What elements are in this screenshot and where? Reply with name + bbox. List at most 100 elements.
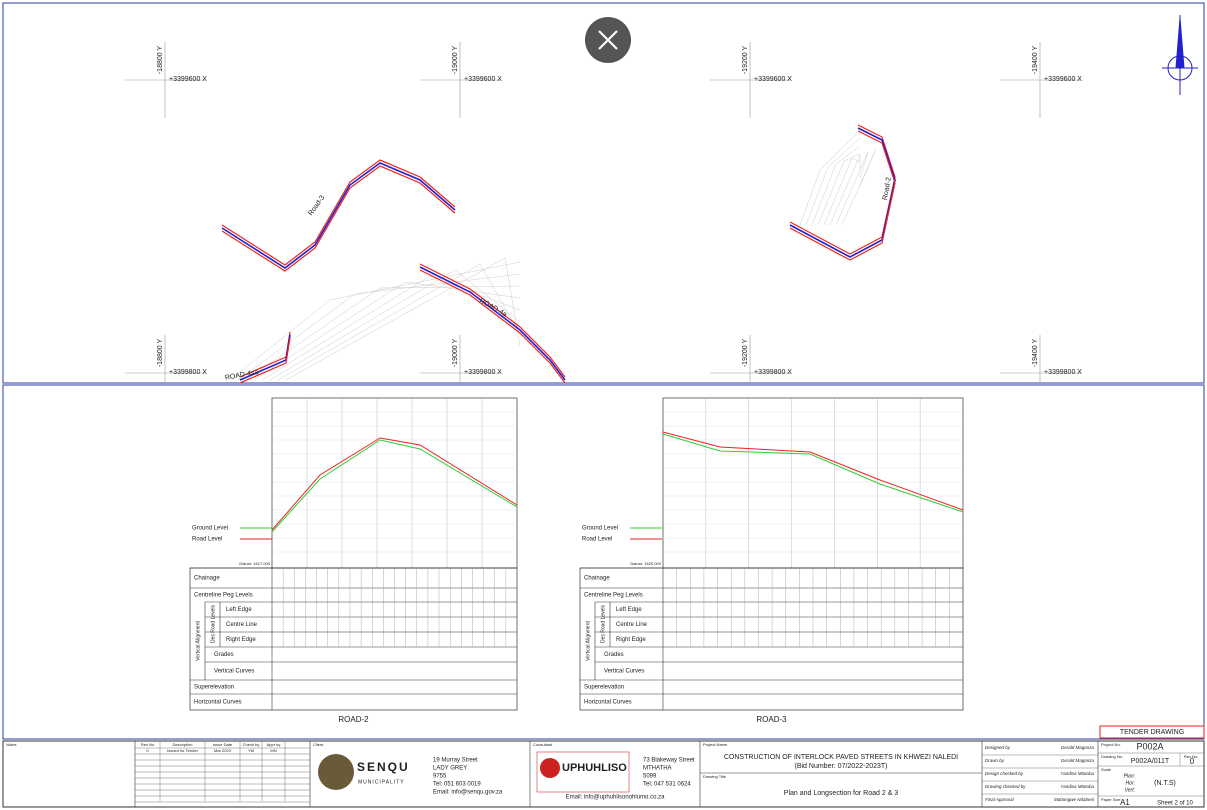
scale: (N.T.S) [1154, 780, 1176, 787]
group-label: Vertical Alignment [585, 621, 591, 661]
bid-number: (Bid Number: 07/2022-2023T) [795, 763, 888, 770]
sig-role: Final Approval [985, 797, 1015, 802]
tb-label: Scale [1101, 767, 1112, 772]
tb-label: Drawing No. [1101, 754, 1123, 759]
tb-label: Rev No. [1184, 754, 1198, 759]
row-label: Horizontal Curves [584, 700, 632, 706]
tb-address: 19 Murray Street [433, 758, 478, 764]
road-line [221, 159, 456, 266]
road-line [419, 266, 566, 381]
tb-label: Paper Size [1101, 797, 1121, 802]
tb-header: Description [172, 742, 192, 747]
contour [237, 273, 521, 381]
tb-label: Notes [6, 742, 16, 747]
contour [805, 137, 861, 226]
stamp-box [1099, 725, 1205, 739]
tb-label: Client [313, 742, 324, 747]
row-label: Left Edge [226, 607, 252, 613]
row-label: Grades [604, 652, 624, 658]
grid-label: -19200 Y [742, 46, 749, 75]
title-block-frame [2, 740, 1205, 808]
contour [261, 275, 521, 381]
rev-no: 0 [1190, 757, 1195, 766]
row-label: Superelevation [194, 685, 234, 691]
sig-name: Mabongwe Ndabeni [1054, 797, 1095, 802]
road-label: Road-2 [882, 177, 893, 201]
row-label: Horizontal Curves [194, 700, 242, 706]
road-line [419, 263, 566, 378]
grid-label: +3399600 X [169, 76, 207, 83]
row-label: Centreline Peg Levels [194, 593, 253, 599]
row-label: Right Edge [226, 637, 256, 643]
tb-cell: MN [270, 748, 276, 753]
tb-label: Drawing Title [703, 774, 727, 779]
contour [245, 285, 521, 381]
legend-label: Ground Level [582, 526, 618, 532]
grid-label: -18800 Y [157, 46, 164, 75]
consultant-logo [540, 758, 560, 778]
tb-label: Consultant [533, 742, 553, 747]
sheet: Sheet 2 of 10 [1157, 801, 1193, 807]
close-button[interactable] [585, 17, 631, 63]
tb-header: Rev No [141, 742, 155, 747]
project-name: CONSTRUCTION OF INTERLOCK PAVED STREETS … [724, 754, 958, 761]
contour [229, 261, 521, 381]
sig-name: Yandisa Mtotoba [1061, 771, 1095, 776]
road-line [221, 165, 456, 272]
row-label: Right Edge [616, 637, 646, 643]
sig-name: Yandisa Mtotoba [1061, 784, 1095, 789]
road-line [789, 130, 896, 261]
road-line [221, 162, 456, 269]
consultant-logo-box [536, 751, 630, 793]
road-line [789, 127, 896, 258]
profile-title: ROAD-2 [338, 715, 369, 724]
grid-label: -19000 Y [452, 46, 459, 75]
tb-cell: YM [248, 748, 254, 753]
tb-address: Tel: 047 531 0624 [643, 782, 691, 788]
contour [829, 154, 861, 226]
contour [817, 153, 861, 226]
ground-level [271, 439, 518, 533]
row-label: Vertical Curves [214, 669, 254, 675]
contour [285, 257, 521, 381]
grid-label: +3399800 X [464, 369, 502, 376]
road-line [789, 124, 896, 255]
paper-size: A1 [1120, 798, 1130, 807]
scale-line: Hor: [1126, 780, 1136, 786]
grid-label: +3399800 X [754, 369, 792, 376]
drawing-no: P002A/011T [1131, 758, 1170, 765]
tb-cell: Issued for Tender [167, 748, 199, 753]
client-name: SENQU [357, 760, 410, 774]
grid-label: +3399600 X [464, 76, 502, 83]
stamp: TENDER DRAWING [1120, 729, 1184, 736]
contour [253, 281, 521, 381]
road-level [271, 437, 518, 531]
tb-header: Check by [243, 742, 260, 747]
profile-chart [662, 397, 964, 569]
contour [269, 269, 521, 381]
plan-frame [2, 2, 1205, 384]
sig-role: Drawing checked by [985, 784, 1026, 789]
row-label: Centreline Peg Levels [584, 593, 643, 599]
tb-header: Issue Date [213, 742, 233, 747]
datum: Datum: 1620.000 [630, 561, 661, 566]
grid-label: +3399800 X [1044, 369, 1082, 376]
client-sub: MUNICIPALITY [358, 779, 405, 785]
road-label: Road-3 [307, 194, 326, 217]
tb-address: Tel: 051 603 0019 [433, 782, 481, 788]
profile-frame [2, 384, 1205, 740]
tb-label: Project Name [703, 742, 728, 747]
contour [277, 263, 521, 381]
grid-label: +3399600 X [754, 76, 792, 83]
row-label: Centre Line [226, 622, 258, 628]
datum: Datum: 1617.000 [239, 561, 270, 566]
tb-label: Project No. [1101, 742, 1121, 747]
tb-address: LADY GREY [433, 766, 467, 772]
row-label: Left Edge [616, 607, 642, 613]
tb-cell: Mar 2023 [214, 748, 232, 753]
grid-label: +3399600 X [1044, 76, 1082, 83]
grid-label: -19200 Y [742, 339, 749, 368]
group-label: Des Road Levels [600, 604, 606, 643]
